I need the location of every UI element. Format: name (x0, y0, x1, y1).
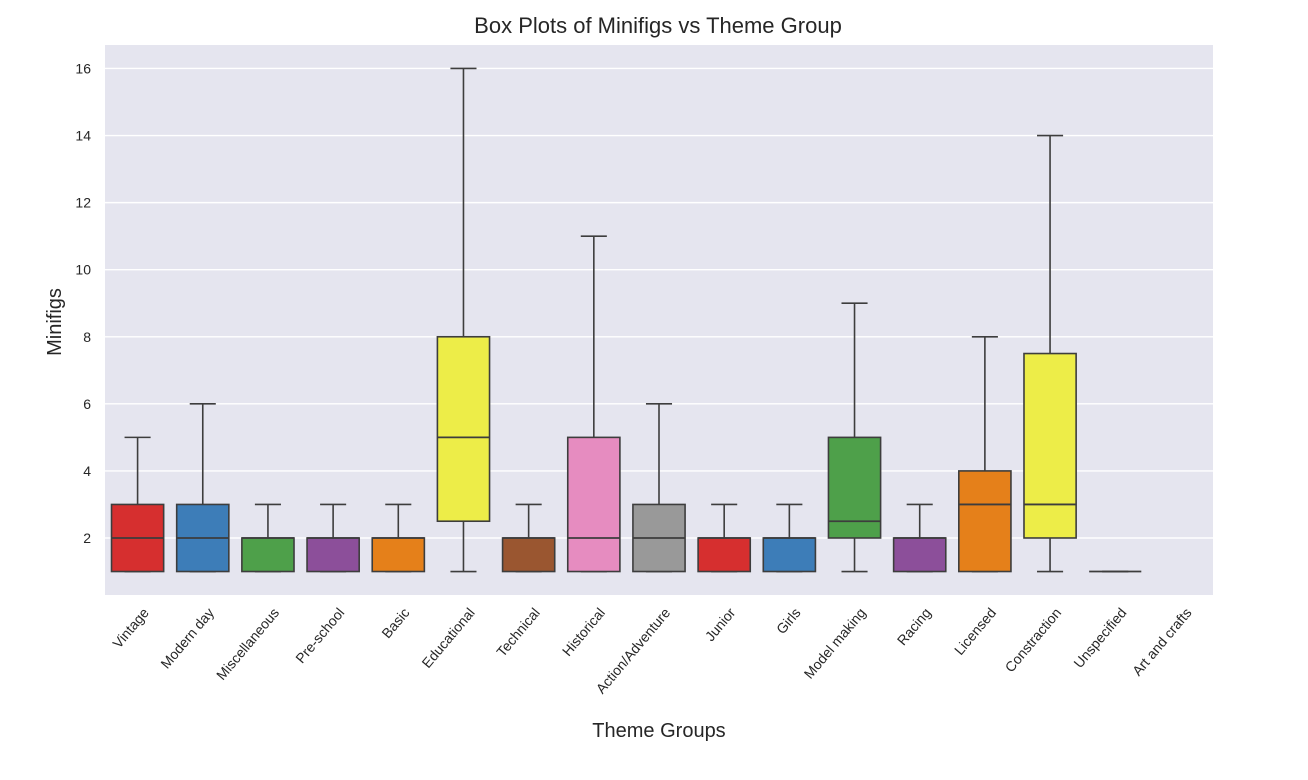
x-tick-label: Licensed (951, 605, 999, 658)
y-tick-label: 12 (75, 195, 91, 211)
box-group (501, 503, 556, 573)
y-tick-label: 4 (83, 463, 91, 479)
x-tick-label: Art and crafts (1129, 605, 1195, 679)
x-tick-label: Constraction (1002, 605, 1065, 675)
x-tick-label: Technical (493, 605, 543, 660)
box-group (632, 403, 686, 573)
y-axis-ticks: 2 4 6 8 10 12 14 16 (75, 60, 91, 546)
box-body (762, 537, 817, 573)
box-group (566, 235, 621, 573)
box-body (827, 436, 882, 539)
x-tick-label: Pre-school (292, 605, 347, 667)
y-tick-label: 8 (83, 329, 91, 345)
y-tick-label: 6 (83, 396, 91, 412)
box-body (892, 537, 947, 573)
box-group (436, 67, 491, 573)
box-body (566, 436, 621, 573)
boxes (110, 67, 1142, 573)
x-tick-label: Modern day (157, 605, 217, 672)
y-tick-label: 2 (83, 530, 91, 546)
x-tick-label: Girls (773, 605, 804, 637)
box-body (501, 537, 556, 573)
y-tick-label: 16 (75, 60, 91, 76)
box-body (241, 537, 295, 573)
box-group (827, 302, 882, 573)
box-group (110, 436, 165, 573)
box-body (1023, 352, 1077, 539)
x-tick-label: Vintage (109, 604, 152, 651)
box-body (371, 537, 426, 573)
x-axis-label: Theme Groups (592, 720, 725, 742)
box-group (958, 335, 1012, 573)
box-body (436, 335, 491, 523)
box-group (697, 503, 752, 573)
box-body (306, 537, 360, 573)
x-tick-label: Model making (801, 605, 869, 682)
box-group (371, 503, 426, 573)
x-tick-label: Junior (702, 604, 739, 644)
box-group (306, 503, 360, 573)
y-tick-label: 14 (75, 128, 91, 144)
x-tick-label: Historical (559, 605, 608, 659)
x-tick-label: Racing (894, 605, 934, 649)
box-group (762, 503, 817, 573)
chart-title: Box Plots of Minifigs vs Theme Group (474, 13, 842, 38)
box-group (175, 403, 230, 573)
y-axis-label: Minifigs (44, 288, 66, 356)
y-tick-label: 10 (75, 262, 91, 278)
x-tick-label: Unspecified (1070, 605, 1129, 671)
box-group (241, 503, 295, 573)
box-body (958, 470, 1012, 573)
x-tick-label: Educational (418, 605, 477, 671)
x-tick-label: Basic (378, 605, 412, 642)
x-tick-label: Miscellaneous (213, 605, 282, 683)
box-body (697, 537, 752, 573)
box-group (892, 503, 947, 573)
box-group (1023, 134, 1077, 573)
